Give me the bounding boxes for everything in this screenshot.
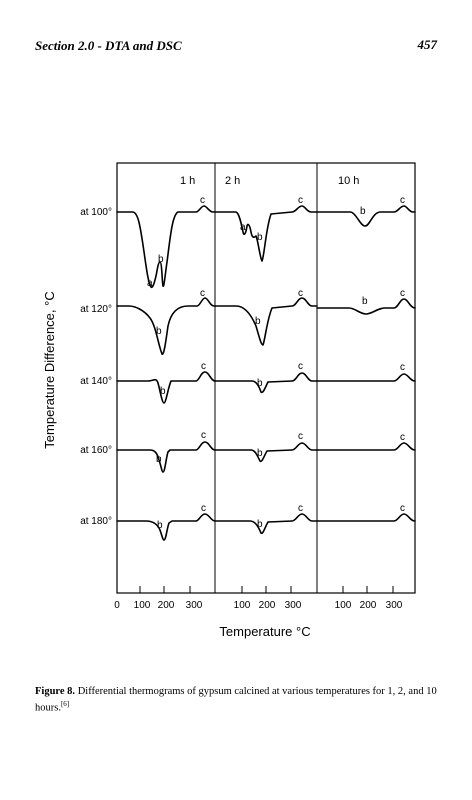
curve-180-2h xyxy=(214,513,318,535)
curve-160-2h xyxy=(214,442,318,463)
peak-label-c: c xyxy=(298,195,303,206)
curve-120-10h xyxy=(316,298,416,315)
tick-label: 200 xyxy=(360,600,377,611)
peak-label-b: b xyxy=(255,316,261,327)
peak-label-c: c xyxy=(200,288,205,299)
panel-title-2h: 2 h xyxy=(225,175,240,187)
figure-caption: Figure 8. Differential thermograms of gy… xyxy=(35,685,440,715)
peak-label-c: c xyxy=(298,361,303,372)
curve-160-10h xyxy=(316,442,416,451)
peak-label-c: c xyxy=(201,503,206,514)
peak-label-c: c xyxy=(201,361,206,372)
peak-label-b: b xyxy=(257,448,263,459)
curve-120-2h xyxy=(214,297,318,346)
peak-label-c: c xyxy=(298,431,303,442)
tick-label: 300 xyxy=(285,600,302,611)
peak-label-c: c xyxy=(400,362,405,373)
peak-label-b: b xyxy=(157,520,163,531)
panel-title-1h: 1 h xyxy=(180,175,195,187)
row-label-160: at 160° xyxy=(80,445,112,456)
y-axis-label: Temperature Difference, °C xyxy=(42,291,57,448)
curve-180-10h xyxy=(316,513,416,522)
curve-140-2h xyxy=(214,372,318,394)
peak-label-c: c xyxy=(298,503,303,514)
panel-title-10h: 10 h xyxy=(338,175,359,187)
row-label-180: at 180° xyxy=(80,516,112,527)
tick-label: 200 xyxy=(158,600,175,611)
figure-caption-ref: [6] xyxy=(60,700,70,708)
tick-label: 200 xyxy=(259,600,276,611)
peak-label-c: c xyxy=(400,432,405,443)
peak-label-a: a xyxy=(147,278,153,289)
curve-160-1h xyxy=(116,441,216,473)
page-number: 457 xyxy=(417,37,438,52)
tick-label: 100 xyxy=(335,600,352,611)
tick-label: 300 xyxy=(386,600,403,611)
peak-label-b: b xyxy=(156,454,162,465)
peak-label-a: a xyxy=(240,222,246,233)
x-ticks xyxy=(116,586,394,593)
peak-label-b: b xyxy=(362,296,368,307)
peak-label-c: c xyxy=(200,195,205,206)
curve-140-1h xyxy=(116,371,216,404)
peak-label-b: b xyxy=(257,232,263,243)
row-label-140: at 140° xyxy=(80,376,112,387)
peak-label-c: c xyxy=(400,503,405,514)
curve-100-10h xyxy=(316,205,416,227)
peak-label-c: c xyxy=(201,430,206,441)
x-axis-label: Temperature °C xyxy=(219,624,310,639)
curve-140-10h xyxy=(316,373,416,382)
running-header-section: Section 2.0 - DTA and DSC xyxy=(35,38,182,53)
peak-label-b: b xyxy=(360,206,366,217)
figure-caption-text: Differential thermograms of gypsum calci… xyxy=(35,686,437,714)
tick-label: 100 xyxy=(234,600,251,611)
peak-label-b: b xyxy=(158,254,164,265)
tick-label: 0 xyxy=(114,600,120,611)
peak-label-b: b xyxy=(156,326,162,337)
peak-label-b: b xyxy=(160,386,166,397)
curve-100-1h xyxy=(116,205,216,289)
tick-label: 300 xyxy=(186,600,203,611)
curve-100-2h xyxy=(214,205,318,262)
curve-180-1h xyxy=(116,513,216,541)
curve-120-1h xyxy=(116,297,216,355)
row-label-100: at 100° xyxy=(80,207,112,218)
peak-label-b: b xyxy=(257,378,263,389)
row-label-120: at 120° xyxy=(80,304,112,315)
peak-label-b: b xyxy=(257,519,263,530)
peak-label-c: c xyxy=(298,288,303,299)
tick-label: 100 xyxy=(134,600,151,611)
peak-label-c: c xyxy=(400,288,405,299)
figure-caption-label: Figure 8. xyxy=(35,686,76,697)
peak-label-c: c xyxy=(400,195,405,206)
